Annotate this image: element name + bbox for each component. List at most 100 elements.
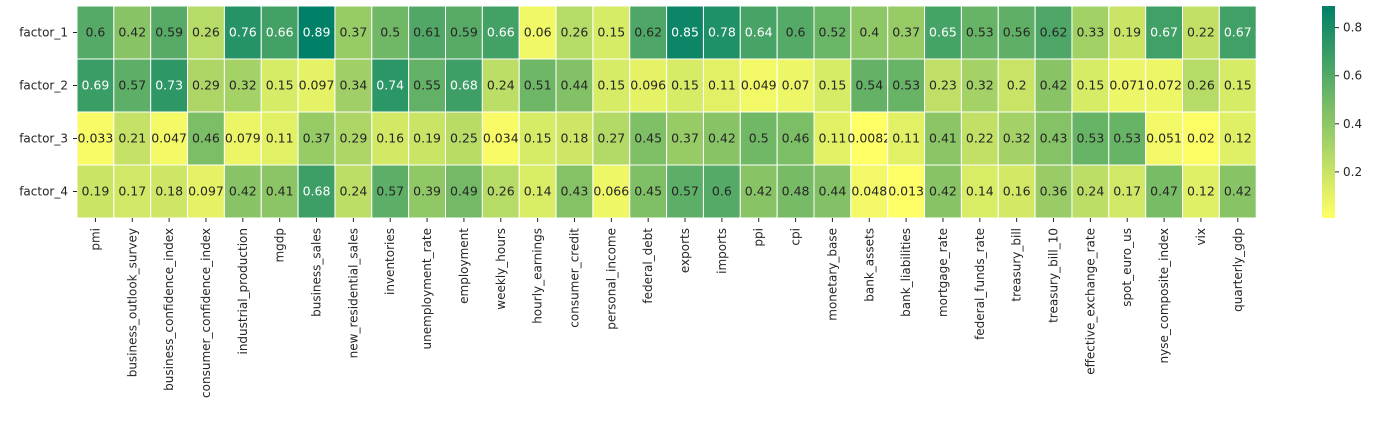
heatmap-cells: 0.6 0.42 0.59 0.26 0.76 0.66 0.89 0.37 0.5 0.61 0.… [76, 5, 1257, 219]
cell-value-label: 0.49 [450, 184, 478, 199]
column-label: treasury_bill [1010, 228, 1024, 302]
heatmap-cell [223, 111, 262, 166]
cell-value-label: 0.22 [966, 131, 994, 146]
cell-value-label: 0.29 [339, 131, 367, 146]
heatmap-cell [187, 58, 225, 113]
cell-value-label: 0.11 [892, 131, 920, 146]
cell-value-label: 0.24 [487, 78, 515, 93]
column-label: federal_debt [641, 228, 655, 304]
heatmap-cell [371, 111, 410, 166]
cell-value-label: 0.43 [561, 184, 589, 199]
heatmap-cell [887, 58, 926, 113]
cell-value-label: 0.26 [487, 184, 515, 199]
heatmap-cell [481, 111, 520, 166]
heatmap-cell [555, 164, 594, 219]
cell-value-label: 0.47 [1150, 184, 1178, 199]
cell-value-label: 0.24 [1076, 184, 1104, 199]
cell-value-label: 0.23 [929, 78, 957, 93]
column-label: employment [457, 228, 471, 304]
cell-value-label: 0.19 [413, 131, 441, 146]
heatmap-cell [223, 58, 262, 113]
row-label: factor_4 [19, 185, 68, 199]
cell-value-label: 0.52 [819, 25, 847, 40]
cell-value-label: 0.69 [82, 78, 110, 93]
cell-value-label: 0.18 [561, 131, 589, 146]
heatmap-cell [850, 164, 889, 219]
cell-value-label: 0.16 [1003, 184, 1031, 199]
cell-value-label: 0.047 [151, 131, 187, 146]
column-label: monetary_base [825, 228, 839, 321]
column-label: cpi [789, 228, 803, 246]
cell-value-label: 0.11 [819, 131, 847, 146]
cell-value-label: 0.5 [749, 131, 769, 146]
column-label: bank_assets [862, 228, 876, 302]
heatmap-cell [1182, 5, 1220, 60]
heatmap-cell [334, 164, 373, 219]
heatmap-cell [887, 164, 926, 219]
column-label: mortgage_rate [936, 228, 950, 317]
cell-value-label: 0.68 [303, 184, 331, 199]
heatmap-cell [555, 111, 594, 166]
cell-value-label: 0.32 [966, 78, 994, 93]
heatmap-cell [408, 5, 446, 60]
column-label: new_residential_sales [346, 228, 360, 358]
heatmap-cell [960, 164, 999, 219]
cell-value-label: 0.11 [266, 131, 294, 146]
heatmap-cell [187, 164, 225, 219]
heatmap-cell [739, 111, 778, 166]
column-label: business_outlook_survey [125, 228, 139, 377]
heatmap-cell [1182, 164, 1220, 219]
cell-value-label: 0.17 [118, 184, 146, 199]
cell-value-label: 0.59 [450, 25, 478, 40]
heatmap-cell [1182, 111, 1220, 166]
heatmap-cell [555, 5, 594, 60]
cell-value-label: 0.0082 [847, 131, 891, 146]
cell-value-label: 0.26 [192, 25, 220, 40]
cell-value-label: 0.32 [1003, 131, 1031, 146]
heatmap-cell [702, 5, 741, 60]
heatmap-cell [408, 58, 446, 113]
heatmap-cell [371, 164, 410, 219]
cell-value-label: 0.32 [229, 78, 257, 93]
heatmap-cell [518, 58, 557, 113]
cell-value-label: 0.16 [376, 131, 404, 146]
column-label: federal_funds_rate [973, 228, 987, 340]
heatmap-cell [1034, 58, 1073, 113]
heatmap-cell [592, 111, 631, 166]
heatmap-cell [408, 111, 446, 166]
heatmap-cell [1034, 164, 1073, 219]
cell-value-label: 0.74 [376, 78, 404, 93]
cell-value-label: 0.033 [78, 131, 114, 146]
column-label: exports [678, 228, 692, 273]
cell-value-label: 0.19 [82, 184, 110, 199]
column-label: hourly_earnings [531, 228, 545, 324]
colorbar-gradient [1322, 6, 1335, 218]
heatmap-cell [113, 164, 152, 219]
cell-value-label: 0.37 [303, 131, 331, 146]
cell-value-label: 0.22 [1187, 25, 1215, 40]
cell-value-label: 0.46 [782, 131, 810, 146]
heatmap-cell [813, 111, 852, 166]
colorbar-tick-label: 0.2 [1343, 165, 1362, 179]
cell-value-label: 0.27 [597, 131, 625, 146]
column-label: industrial_production [236, 228, 250, 355]
cell-value-label: 0.53 [1113, 131, 1141, 146]
column-label: vix [1194, 228, 1208, 246]
cell-value-label: 0.65 [929, 25, 957, 40]
heatmap-cell [666, 164, 704, 219]
cell-value-label: 0.15 [1076, 78, 1104, 93]
cell-value-label: 0.76 [229, 25, 257, 40]
cell-value-label: 0.049 [741, 78, 777, 93]
cell-value-label: 0.097 [188, 184, 224, 199]
cell-value-label: 0.19 [1113, 25, 1141, 40]
heatmap-cell [850, 58, 889, 113]
cell-value-label: 0.54 [855, 78, 883, 93]
column-label: imports [715, 228, 729, 274]
cell-value-label: 0.26 [561, 25, 589, 40]
heatmap-cell [445, 58, 483, 113]
heatmap-cell [260, 164, 299, 219]
heatmap-cell [739, 5, 778, 60]
cell-value-label: 0.53 [892, 78, 920, 93]
cell-value-label: 0.11 [708, 78, 736, 93]
colorbar-tick-label: 0.8 [1343, 21, 1362, 35]
